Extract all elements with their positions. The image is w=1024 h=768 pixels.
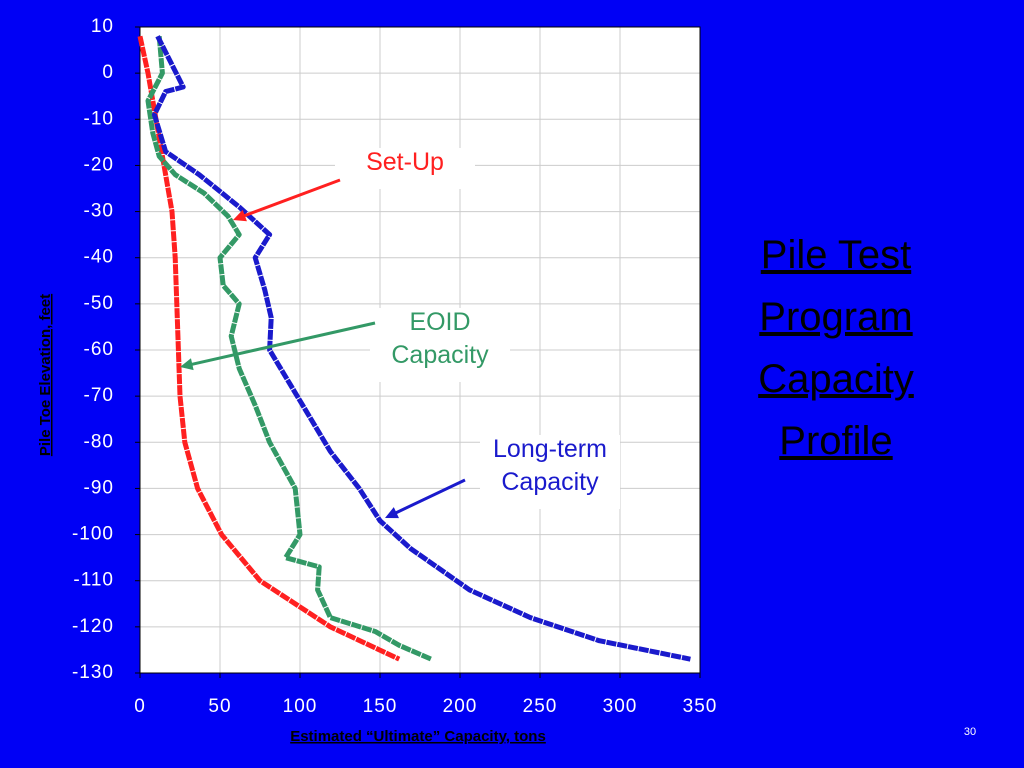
annotation-label: Capacity (391, 341, 489, 369)
y-tick-label: -110 (73, 570, 114, 591)
y-tick-label: -120 (72, 616, 114, 637)
arrow-head (180, 358, 194, 371)
plot-border (139, 26, 701, 674)
label-box (480, 435, 620, 509)
x-tick-label: 100 (283, 696, 318, 717)
annotation-label: Set-Up (366, 148, 444, 176)
x-tick-label: 250 (523, 696, 558, 717)
y-tick-label: 0 (102, 62, 114, 83)
arrow-head (385, 507, 399, 519)
y-tick-label: -40 (84, 247, 114, 268)
y-tick-label: -100 (72, 524, 114, 545)
annotation-label: Long-term (493, 435, 607, 463)
x-tick-label: 350 (683, 696, 718, 717)
y-tick-label: -130 (72, 662, 114, 683)
x-tick-label: 0 (134, 696, 146, 717)
slide-title: Profile (779, 419, 892, 463)
y-tick-label: -10 (84, 108, 114, 129)
annotation-arrow (393, 478, 466, 516)
y-tick-label: -60 (84, 339, 114, 360)
label-box (370, 308, 510, 382)
annotation-arrow (241, 178, 341, 218)
slide-title: Pile Test (761, 233, 911, 277)
arrow-head (233, 209, 247, 222)
series-line (145, 36, 433, 662)
annotation-label: EOID (409, 308, 470, 336)
annotation-label: Capacity (501, 468, 599, 496)
slide-title: Program (759, 295, 912, 339)
y-tick-label: -30 (84, 201, 114, 222)
y-tick-label: -90 (84, 477, 114, 498)
x-axis-label: Estimated “Ultimate” Capacity, tons (290, 728, 546, 745)
y-axis-label: Pile Toe Elevation, feet (37, 294, 54, 456)
y-tick-label: -70 (84, 385, 114, 406)
annotation-arrow (189, 321, 376, 367)
series-line (151, 35, 691, 662)
y-tick-label: -80 (84, 431, 114, 452)
y-tick-label: 10 (91, 16, 114, 37)
label-box (335, 148, 475, 189)
x-tick-label: 50 (208, 696, 231, 717)
slide-title: Capacity (758, 357, 914, 401)
page-number: 30 (964, 726, 976, 738)
y-tick-label: -50 (84, 293, 114, 314)
x-tick-label: 300 (603, 696, 638, 717)
x-tick-label: 200 (443, 696, 478, 717)
x-tick-label: 150 (363, 696, 398, 717)
y-tick-label: -20 (84, 154, 114, 175)
